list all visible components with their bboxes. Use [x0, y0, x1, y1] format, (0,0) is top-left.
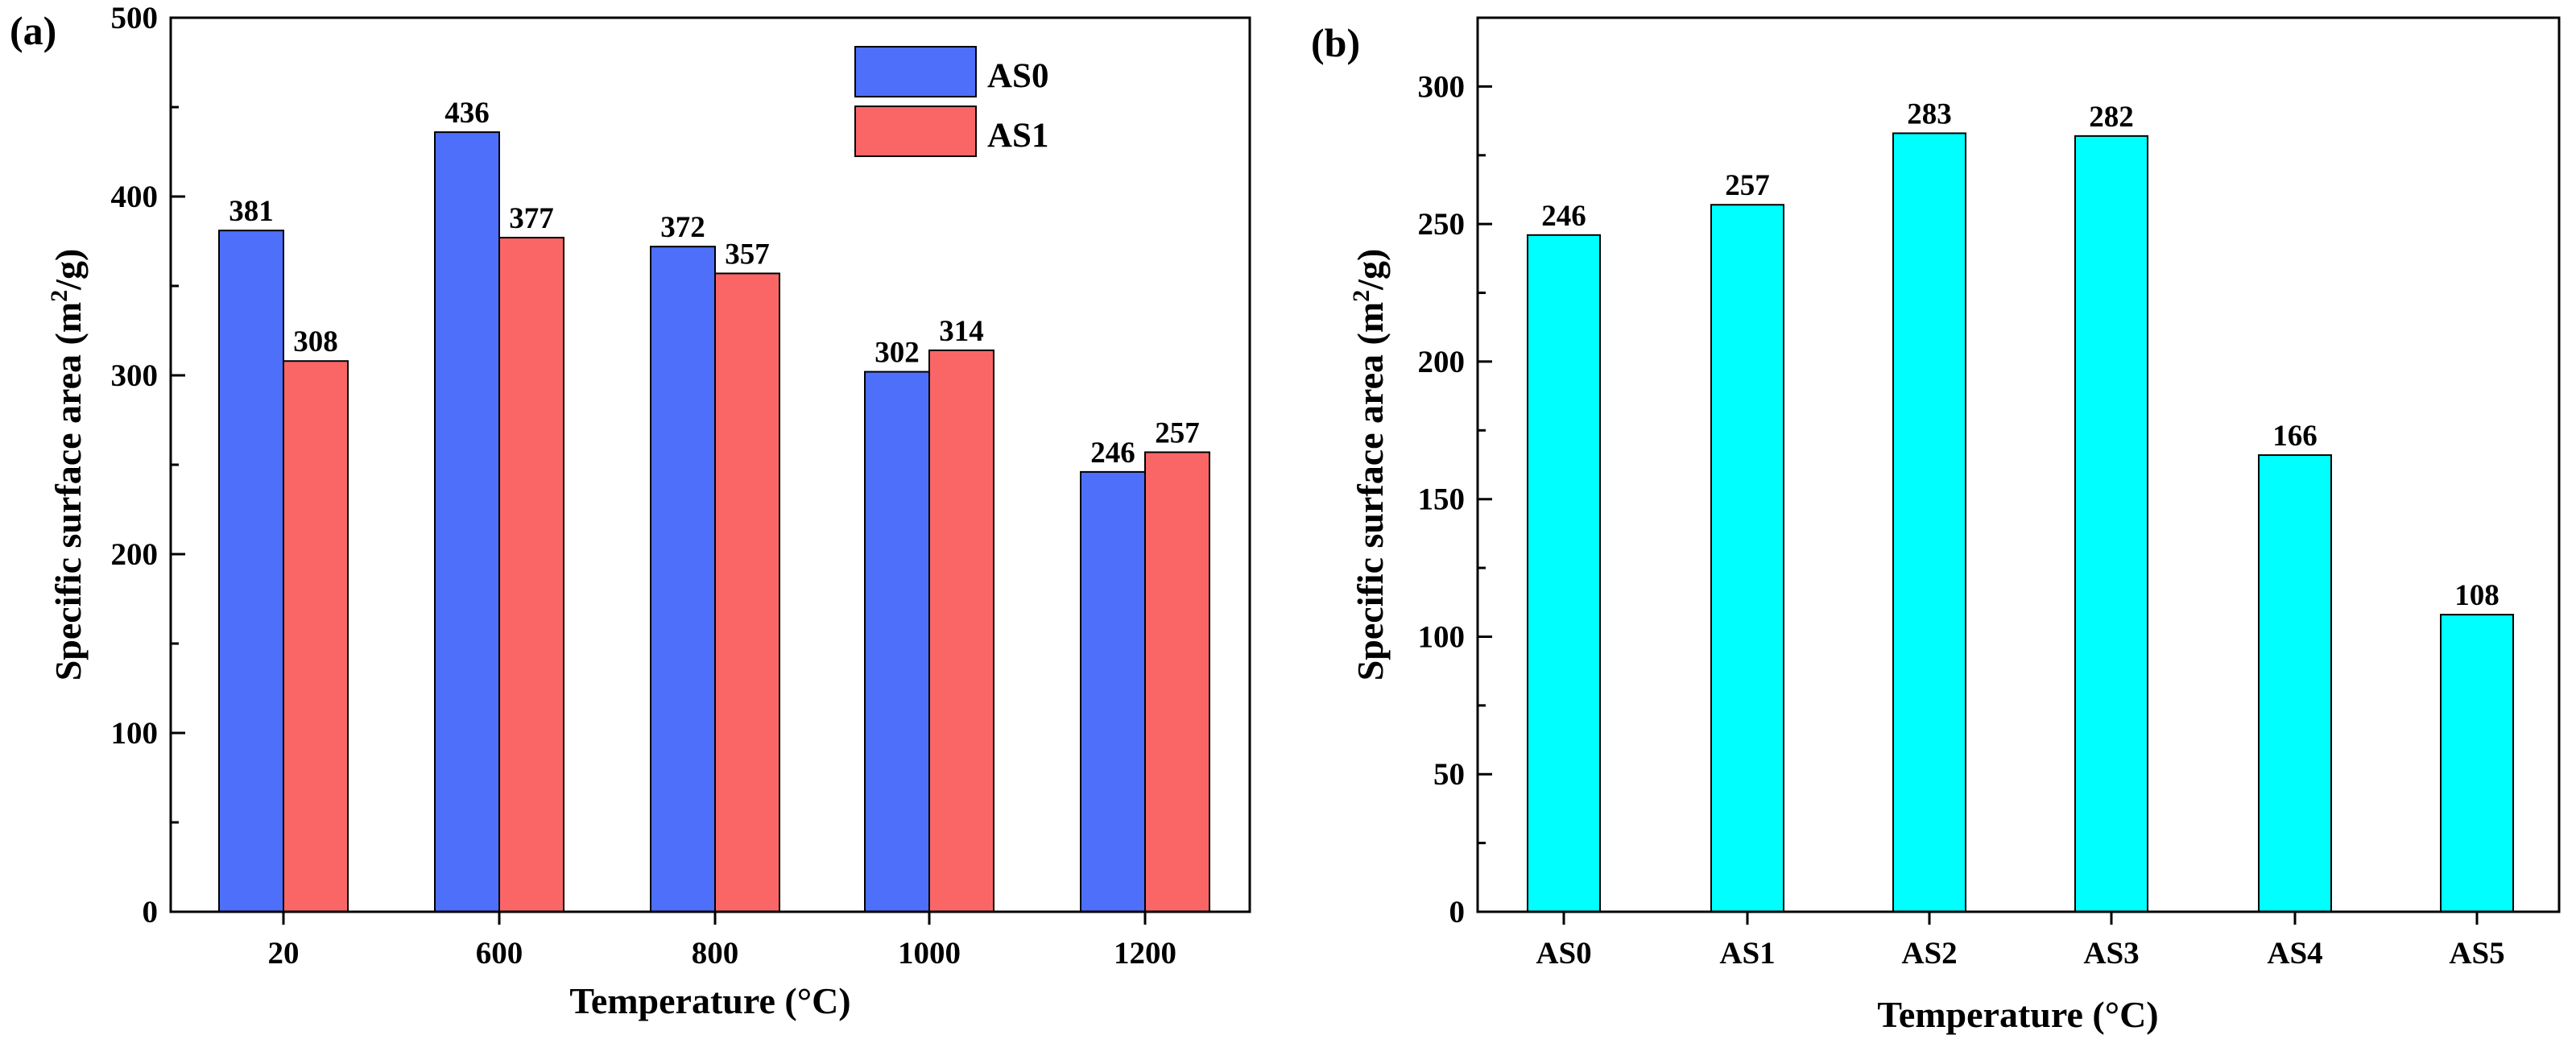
- bar-as1-20: [283, 360, 349, 913]
- y-tick-label: 0: [143, 895, 159, 929]
- bar-as3: [2074, 135, 2148, 913]
- y-tick-label: 100: [111, 716, 159, 751]
- panel-b-y-ticks: 0 50 100 150 200 250 300: [1418, 69, 1492, 929]
- data-label: 381: [229, 195, 274, 228]
- panel-b-plot-frame: [1476, 16, 2561, 913]
- bar-as4: [2258, 454, 2332, 913]
- bar-as1: [1710, 204, 1784, 913]
- data-label: 314: [939, 315, 984, 348]
- data-label: 372: [660, 211, 705, 244]
- data-label: 246: [1090, 437, 1135, 470]
- data-label: 257: [1725, 169, 1770, 202]
- bar-as1-800: [714, 272, 780, 913]
- panel-a-x-ticks: 20 600 800 1000 1200: [268, 912, 1176, 971]
- panel-b-y-axis-title-superscript: 2: [1348, 290, 1375, 302]
- y-tick-label: 0: [1449, 895, 1466, 929]
- panel-a-y-axis-title-superscript: 2: [46, 290, 72, 302]
- panel-b-y-axis-title-unit: /g): [1350, 249, 1391, 291]
- data-label: 436: [444, 97, 490, 130]
- panel-b-x-ticks: AS0 AS1 AS2 AS3 AS4 AS5: [1536, 912, 2505, 971]
- bar-as0-600: [434, 131, 500, 913]
- panel-a-chart: (a) 381 436 372 302 246 308 377 357 314 257 0 100 2…: [10, 1, 1251, 1021]
- legend-label-as1: AS1: [987, 117, 1048, 155]
- data-label: 108: [2454, 579, 2500, 612]
- panel-a-y-ticks: 0 100 200 300 400 500: [111, 1, 185, 929]
- panel-a-y-axis-title-unit: /g): [48, 249, 89, 291]
- x-tick-label: AS0: [1536, 936, 1591, 971]
- data-label: 377: [509, 202, 554, 235]
- panel-b-y-axis-title: Specific surface area (m2/g): [1348, 249, 1391, 681]
- bar-as1-1200: [1144, 451, 1210, 913]
- data-label: 283: [1907, 97, 1952, 130]
- x-tick-label: AS2: [1901, 936, 1957, 971]
- x-tick-label: 20: [268, 936, 300, 971]
- panel-b-x-axis-title: Temperature (°C): [1877, 994, 2158, 1035]
- x-tick-label: 1200: [1114, 936, 1176, 971]
- x-tick-label: AS1: [1719, 936, 1775, 971]
- panel-label-a: (a): [10, 8, 56, 53]
- y-tick-label: 200: [111, 537, 159, 572]
- data-label: 302: [875, 337, 920, 370]
- panel-b-chart: (b) 246 257 283 282 166 108 0 50 100 150 200 250 30…: [1311, 16, 2561, 1035]
- legend-swatch-as0: [854, 46, 977, 97]
- y-tick-label: 500: [111, 1, 159, 35]
- bar-as1-1000: [928, 349, 994, 913]
- bar-as2: [1892, 132, 1966, 913]
- y-tick-label: 300: [111, 358, 159, 393]
- bar-as0-20: [218, 230, 284, 913]
- x-tick-label: 600: [476, 936, 523, 971]
- bar-as1-600: [498, 237, 564, 913]
- panel-a-bars: [218, 131, 1210, 913]
- legend-swatch-as1: [854, 106, 977, 157]
- y-tick-label: 300: [1418, 69, 1466, 104]
- panel-a-data-labels: 381 436 372 302 246 308 377 357 314 257: [229, 97, 1200, 470]
- panel-a-x-axis-title: Temperature (°C): [569, 980, 850, 1021]
- data-label: 357: [725, 238, 770, 271]
- x-tick-label: 800: [692, 936, 739, 971]
- y-tick-label: 50: [1433, 757, 1465, 792]
- panel-b-data-labels: 246 257 283 282 166 108: [1541, 97, 2500, 612]
- x-tick-label: AS5: [2449, 936, 2504, 971]
- bar-as0-1000: [864, 371, 930, 913]
- bar-as5: [2440, 614, 2514, 913]
- bar-as0-800: [650, 246, 716, 913]
- y-tick-label: 150: [1418, 482, 1466, 517]
- x-tick-label: 1000: [898, 936, 961, 971]
- data-label: 308: [293, 325, 338, 358]
- y-tick-label: 250: [1418, 207, 1466, 242]
- panel-a-legend: AS0 AS1: [854, 46, 1048, 157]
- y-tick-label: 100: [1418, 619, 1466, 654]
- data-label: 246: [1541, 200, 1586, 233]
- panel-a-y-axis-title-main: Specific surface area (m: [48, 302, 89, 681]
- x-tick-label: AS3: [2083, 936, 2139, 971]
- panel-b-y-axis-title-main: Specific surface area (m: [1350, 302, 1391, 681]
- y-tick-label: 400: [111, 180, 159, 214]
- legend-label-as0: AS0: [987, 57, 1048, 95]
- data-label: 257: [1155, 416, 1200, 449]
- bar-as0-1200: [1080, 470, 1146, 913]
- panel-label-b: (b): [1311, 20, 1360, 65]
- panel-a-y-axis-title: Specific surface area (m2/g): [46, 249, 89, 681]
- y-tick-label: 200: [1418, 345, 1466, 379]
- panel-b-bars: [1527, 132, 2514, 913]
- bar-as0: [1527, 234, 1601, 913]
- x-tick-label: AS4: [2267, 936, 2322, 971]
- data-label: 282: [2089, 101, 2134, 134]
- data-label: 166: [2272, 420, 2318, 453]
